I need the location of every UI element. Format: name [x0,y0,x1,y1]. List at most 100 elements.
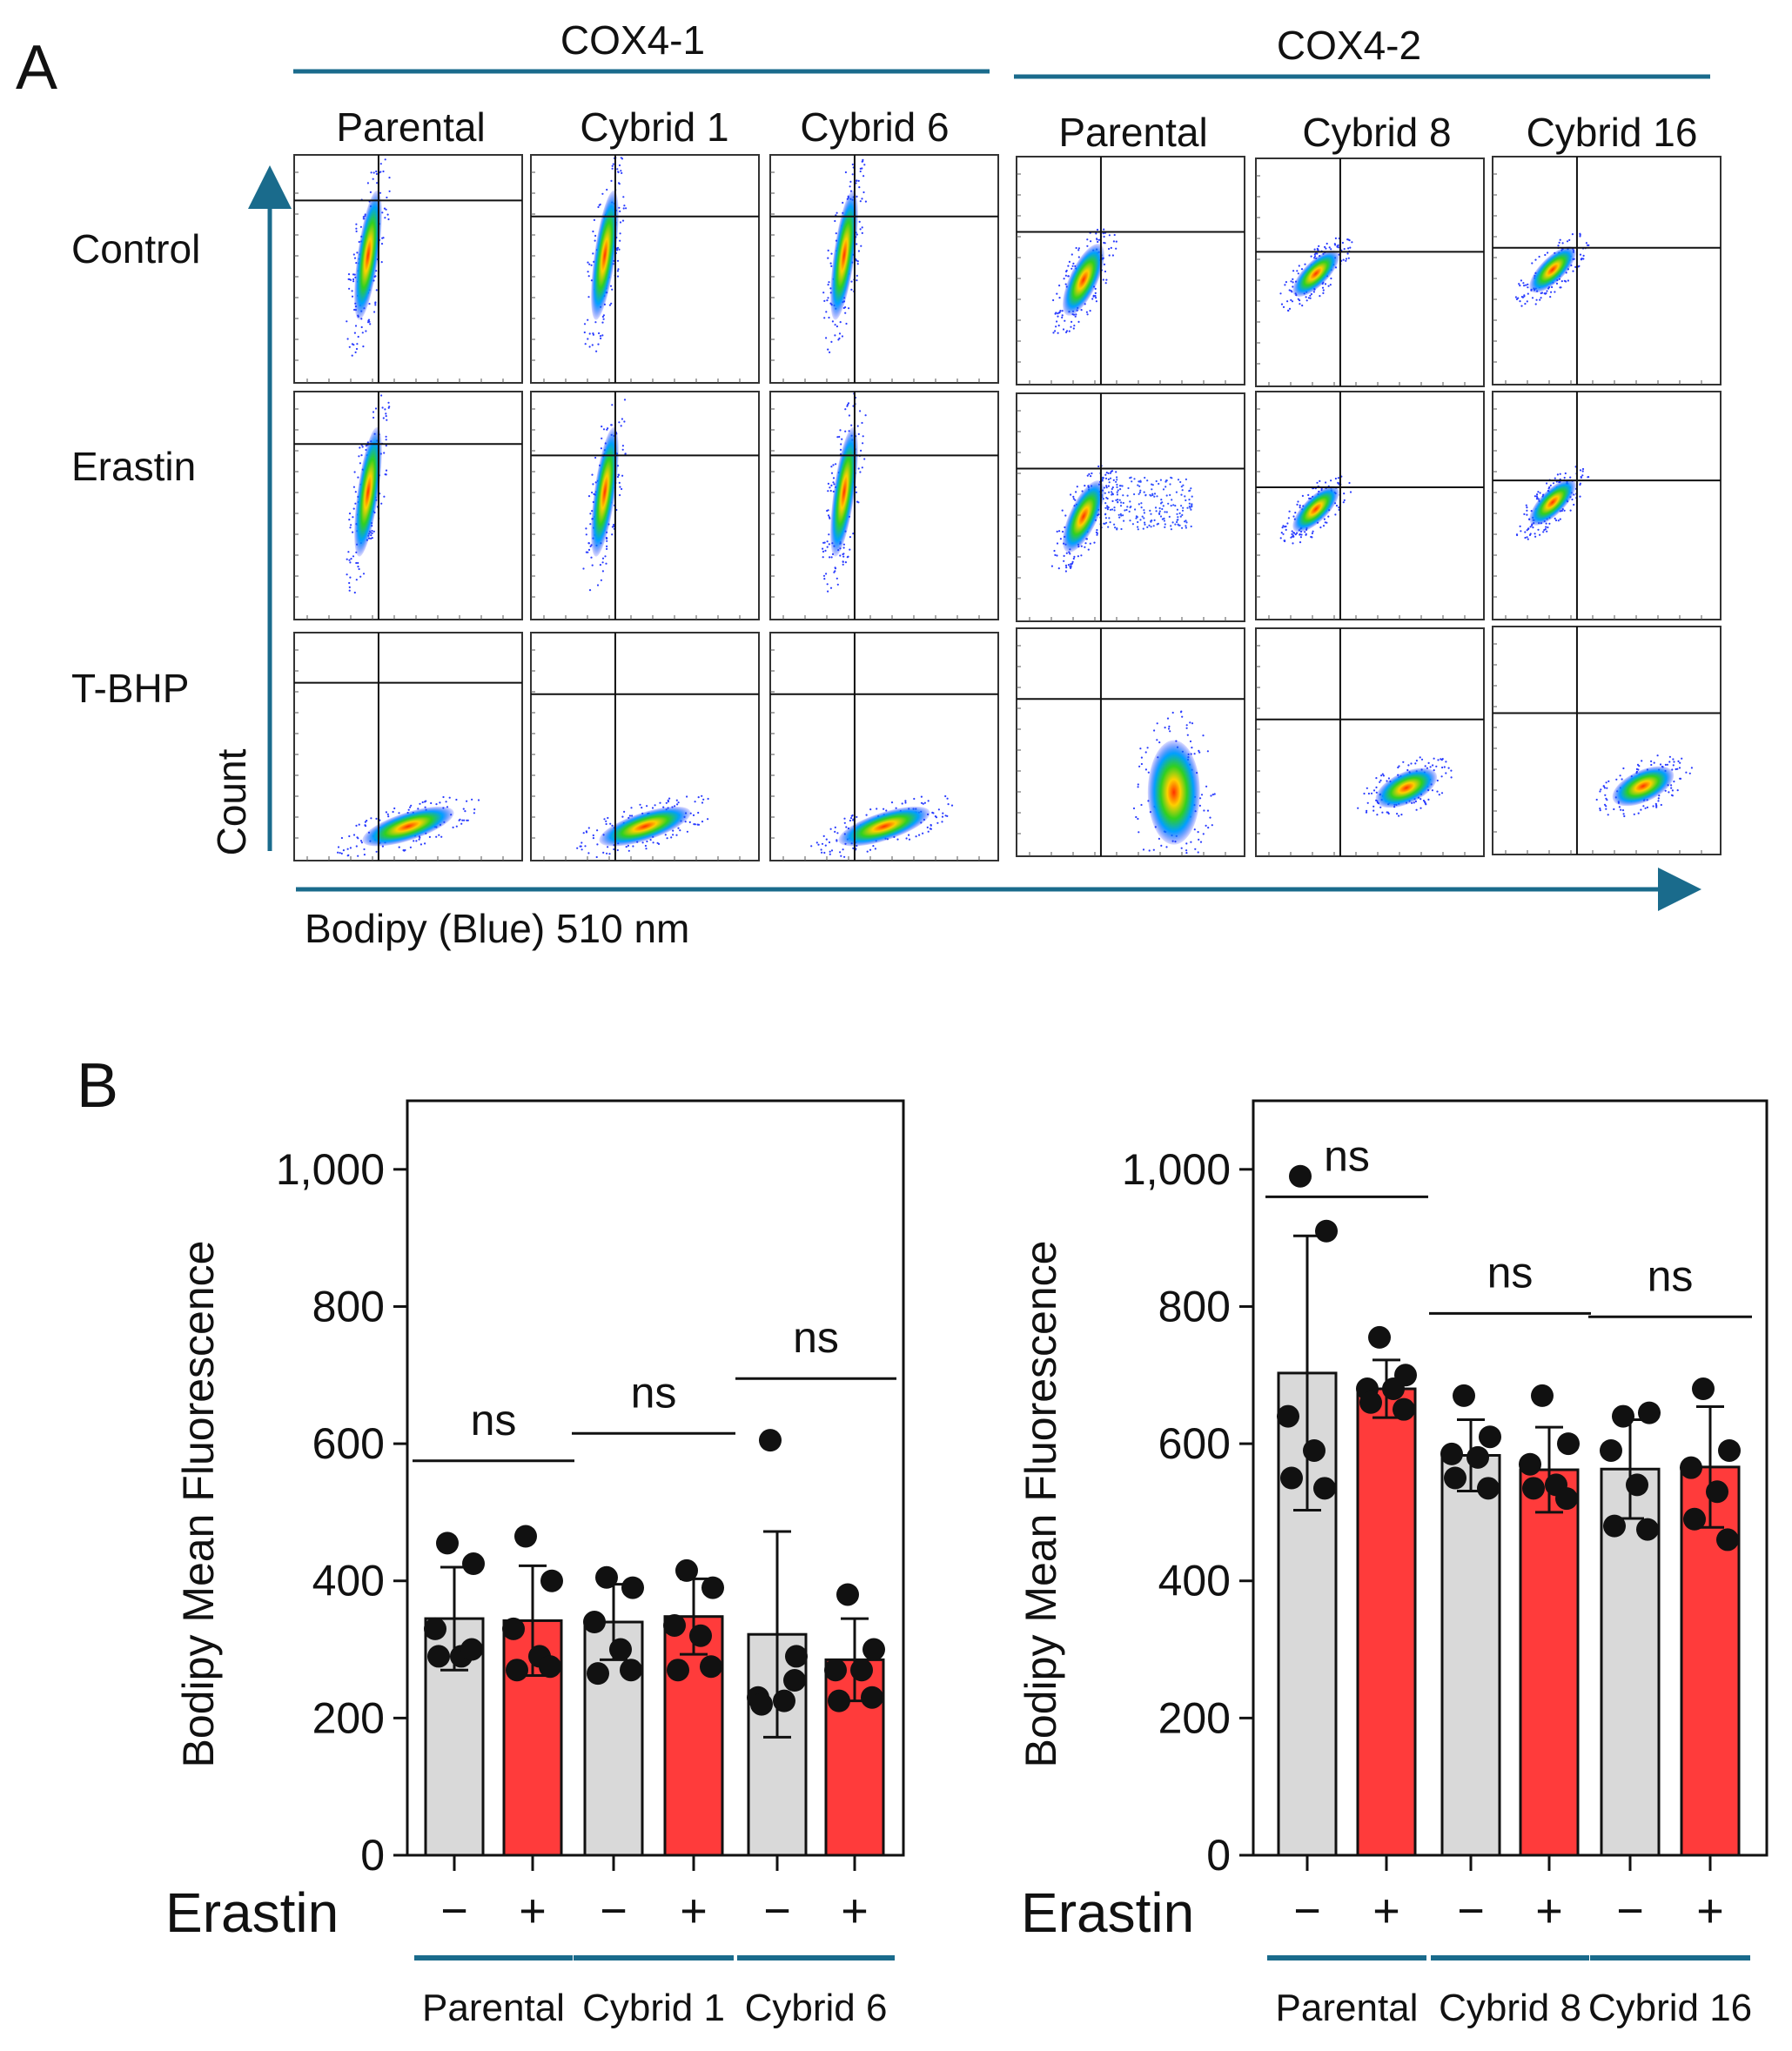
flow-event-dot [353,471,356,473]
flow-event-dot [1520,305,1523,307]
flow-event-dot [1189,506,1191,509]
flow-event-dot [849,185,851,188]
flow-event-dot [842,555,845,558]
flow-event-dot [628,849,630,852]
y-tick-label: 800 [1158,1282,1231,1330]
flow-event-dot [1077,249,1080,251]
flow-event-dot [859,228,862,231]
flow-event-dot [1581,470,1584,473]
flow-event-dot [388,190,391,192]
flow-event-dot [587,318,589,321]
flow-event-dot [1640,808,1642,811]
flow-event-dot [419,843,422,846]
flow-event-dot [1090,475,1092,478]
flow-event-dot [1182,484,1185,486]
flow-event-dot [382,170,385,173]
flow-event-dot [659,801,661,804]
flow-event-dot [1104,270,1107,273]
flow-event-dot [596,829,599,832]
flow-event-dot [1096,228,1099,231]
flow-event-dot [670,836,673,839]
flow-event-dot [908,838,911,841]
flow-event-dot [1668,761,1671,763]
flow-event-dot [354,351,357,353]
flow-event-dot [1104,506,1107,509]
erastin-plus-label: + [1373,1885,1400,1937]
flow-event-dot [346,855,349,857]
flow-event-dot [1104,473,1107,476]
flow-event-dot [1607,780,1610,783]
flow-event-dot [1343,248,1346,251]
flow-event-dot [584,845,587,848]
flow-event-dot [1571,498,1574,501]
flow-event-dot [1568,238,1571,241]
flow-event-dot [372,178,374,180]
flow-event-dot [1410,762,1413,765]
flow-event-dot [1554,291,1556,293]
flow-event-dot [624,452,627,455]
flow-event-dot [844,312,847,314]
flow-event-dot [594,456,597,459]
flow-event-dot [922,832,924,834]
flow-event-dot [1075,491,1077,493]
flow-event-dot [613,523,615,526]
flow-event-dot [1073,325,1076,327]
flow-event-dot [1292,515,1295,518]
flow-event-dot [1520,530,1522,533]
flow-event-dot [942,812,944,814]
flow-event-dot [1190,487,1192,490]
flow-event-dot [1068,260,1071,263]
flow-event-dot [1096,529,1098,532]
flow-event-dot [1656,754,1659,757]
flow-event-dot [1424,765,1426,767]
flow-event-dot [1603,803,1607,806]
flow-event-dot [1203,809,1205,812]
flow-event-dot [1080,554,1083,557]
flow-event-dot [836,577,838,580]
flow-event-dot [856,425,859,427]
flow-event-dot [1184,520,1186,523]
flow-event-dot [858,220,861,223]
flow-event-dot [1546,530,1548,533]
flow-event-dot [1319,526,1322,529]
flow-event-dot [1113,506,1116,509]
flow-event-dot [1057,312,1060,314]
flow-event-dot [602,314,606,317]
flow-event-dot [375,172,378,175]
column-header-cybrid-8: Cybrid 8 [1302,110,1451,155]
flow-event-dot [606,540,608,542]
flow-event-dot [825,573,828,575]
flow-event-dot [346,338,349,340]
data-point [1718,1438,1741,1462]
flow-event-dot [356,343,359,345]
flow-event-dot [1137,817,1139,821]
flow-event-dot [1111,493,1114,496]
flow-event-dot [1347,257,1350,259]
flow-event-dot [1149,509,1151,513]
flow-event-dot [466,819,469,821]
flow-event-dot [827,514,830,517]
flow-event-dot [1304,263,1306,265]
flow-event-dot [1324,283,1327,285]
flow-event-dot [1327,515,1330,518]
flow-event-dot [830,556,833,559]
flow-event-dot [828,841,831,844]
flow-event-dot [358,823,360,826]
flow-event-dot [352,253,355,256]
data-point [506,1659,528,1682]
flow-event-dot [1107,485,1110,487]
flow-event-dot [1189,740,1192,743]
flow-event-dot [1318,245,1320,247]
flow-event-dot [1116,493,1118,496]
flow-event-dot [834,324,836,326]
flow-event-dot [1299,504,1301,507]
flow-event-dot [1519,300,1521,303]
flow-event-dot [1288,289,1291,292]
flow-event-dot [364,821,366,823]
flow-event-dot [1622,813,1625,815]
flow-event-dot [1170,525,1172,527]
flow-event-dot [1580,476,1582,479]
flow-event-dot [398,812,400,814]
flow-event-dot [1198,749,1200,753]
data-point [502,1617,525,1640]
